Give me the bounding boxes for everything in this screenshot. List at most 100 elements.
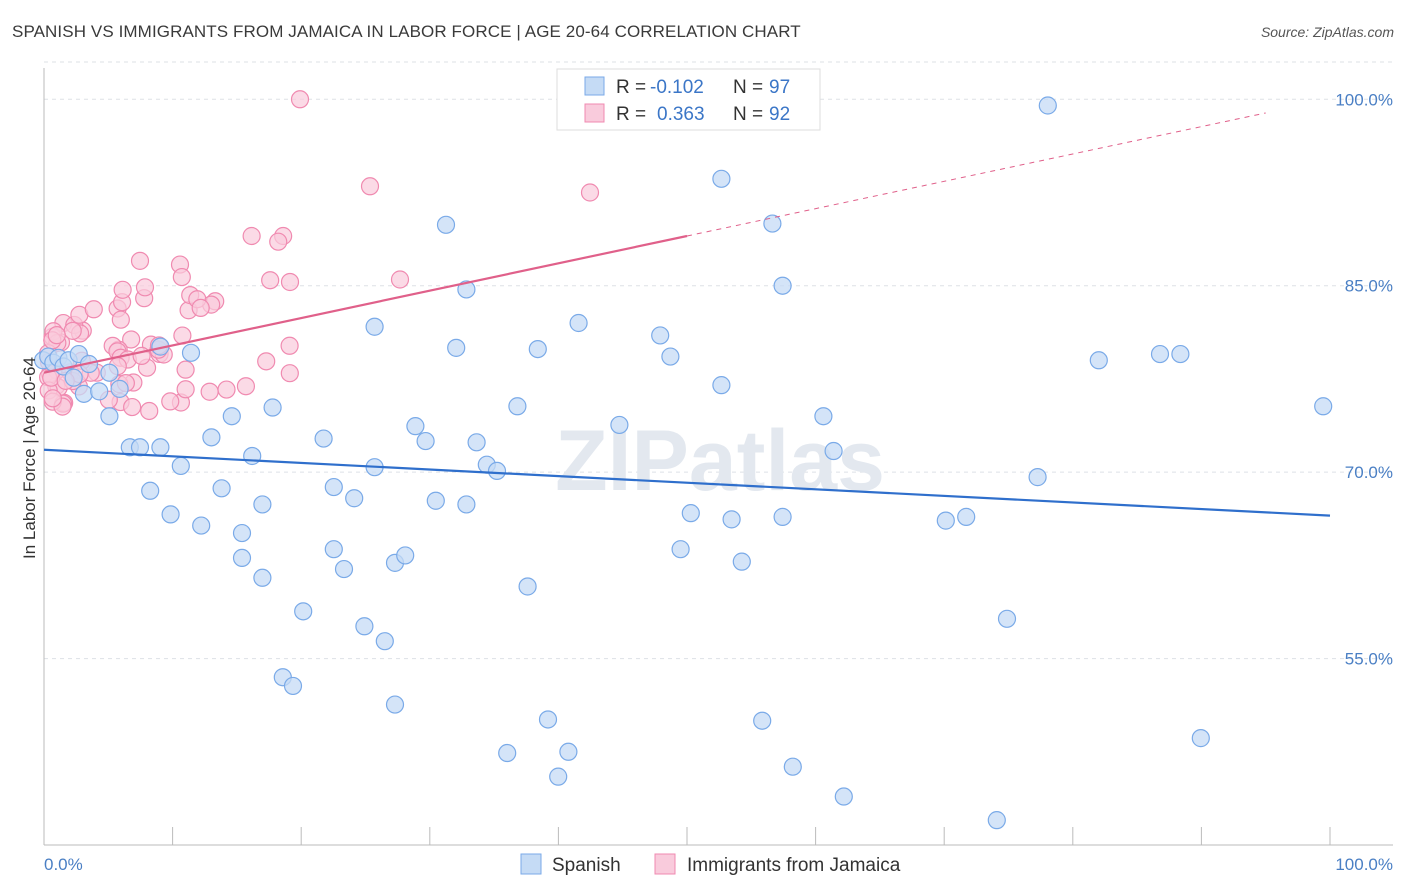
legend-n-value-spanish: 97 — [769, 77, 790, 98]
legend-r-label-jamaica: R = — [616, 104, 646, 125]
jamaica-trend-line — [43, 234, 688, 374]
series-legend: Spanish Immigrants from Jamaica — [520, 853, 901, 876]
jamaica-point — [113, 280, 132, 299]
spanish-point — [232, 548, 252, 568]
spanish-point — [671, 540, 690, 559]
spanish-point — [416, 431, 435, 451]
spanish-point — [824, 441, 843, 461]
spanish-point — [355, 617, 374, 636]
spanish-point — [232, 523, 252, 543]
spanish-point — [834, 787, 853, 806]
spanish-point — [263, 398, 282, 417]
jamaica-point — [236, 377, 256, 396]
spanish-point — [100, 363, 119, 382]
spanish-point — [936, 511, 955, 530]
jamaica-point — [176, 360, 195, 379]
jamaica-point — [269, 232, 288, 251]
spanish-point — [100, 407, 119, 426]
spanish-point — [141, 481, 160, 500]
jamaica-point — [172, 267, 191, 287]
jamaica-point — [257, 352, 276, 371]
jamaica-point — [140, 401, 159, 421]
spanish-point — [161, 505, 180, 524]
jamaica-point — [161, 392, 180, 411]
spanish-point — [345, 489, 364, 508]
spanish-point — [396, 546, 415, 565]
spanish-point — [957, 507, 976, 526]
spanish-point — [181, 343, 201, 362]
jamaica-point — [280, 364, 299, 383]
spanish-point — [559, 742, 578, 761]
spanish-point — [212, 479, 231, 498]
spanish-point — [447, 338, 466, 357]
jamaica-point — [290, 90, 310, 109]
legend-swatch-spanish — [584, 76, 605, 96]
spanish-point — [294, 602, 313, 621]
x-tick-label-min: 0.0% — [44, 855, 83, 874]
spanish-point — [253, 495, 272, 514]
spanish-point — [253, 568, 272, 587]
chart-title: SPANISH VS IMMIGRANTS FROM JAMAICA IN LA… — [12, 22, 801, 41]
spanish-point — [518, 577, 537, 596]
spanish-point — [528, 340, 547, 359]
spanish-point — [661, 347, 680, 366]
spanish-point — [487, 461, 507, 480]
jamaica-point — [130, 251, 150, 270]
jamaica-point — [135, 278, 155, 297]
legend-swatch-jamaica — [584, 103, 605, 123]
spanish-point — [314, 429, 333, 448]
spanish-point — [508, 397, 527, 416]
spanish-point — [192, 516, 211, 535]
jamaica-point — [84, 300, 103, 319]
spanish-point — [681, 504, 700, 523]
jamaica-point — [200, 382, 219, 401]
spanish-point — [90, 382, 109, 401]
legend-r-value-jamaica: 0.363 — [657, 104, 705, 125]
jamaica-point — [217, 380, 236, 399]
jamaica-point — [43, 389, 62, 408]
spanish-point — [74, 384, 94, 403]
spanish-point — [763, 214, 782, 233]
spanish-point — [151, 438, 170, 457]
spanish-point — [1191, 729, 1210, 748]
spanish-point — [610, 415, 629, 435]
jamaica-point — [580, 183, 600, 202]
x-tick-label-max: 100.0% — [1335, 855, 1393, 874]
legend-bottom-label-spanish: Spanish — [552, 855, 621, 876]
y-tick-label: 85.0% — [1345, 277, 1393, 296]
spanish-point — [987, 811, 1006, 830]
spanish-point — [436, 215, 456, 234]
spanish-point — [498, 743, 517, 763]
legend-n-label-jamaica: N = — [733, 104, 763, 125]
spanish-point — [385, 695, 405, 714]
spanish-point — [283, 676, 303, 696]
spanish-point — [406, 417, 425, 436]
spanish-point — [467, 433, 486, 452]
spanish-point — [814, 407, 833, 426]
gridlines — [44, 61, 1393, 660]
jamaica-point — [63, 321, 82, 340]
spanish-point — [722, 510, 741, 529]
spanish-point — [365, 317, 384, 336]
spanish-point — [773, 507, 792, 526]
y-tick-label: 100.0% — [1335, 90, 1393, 109]
spanish-point — [732, 552, 751, 571]
legend-r-label-spanish: R = — [616, 77, 646, 98]
jamaica-trend-extension — [686, 112, 1266, 237]
spanish-point — [549, 767, 568, 786]
source-credit: Source: ZipAtlas.com — [1260, 24, 1394, 40]
y-tick-labels: 100.0% 85.0% 70.0% 55.0% — [1335, 90, 1393, 668]
spanish-point — [712, 169, 731, 188]
spanish-point — [324, 477, 343, 497]
spanish-point — [64, 368, 83, 387]
spanish-point — [324, 540, 343, 559]
spanish-point — [457, 280, 476, 299]
spanish-point — [538, 710, 558, 729]
jamaica-point — [123, 397, 142, 417]
axes — [43, 68, 1393, 846]
legend-n-label-spanish: N = — [733, 77, 763, 98]
legend-n-value-jamaica: 92 — [769, 104, 790, 125]
watermark: ZIPatlas — [555, 413, 885, 509]
jamaica-point — [47, 326, 66, 345]
spanish-trend-line — [43, 448, 1331, 517]
